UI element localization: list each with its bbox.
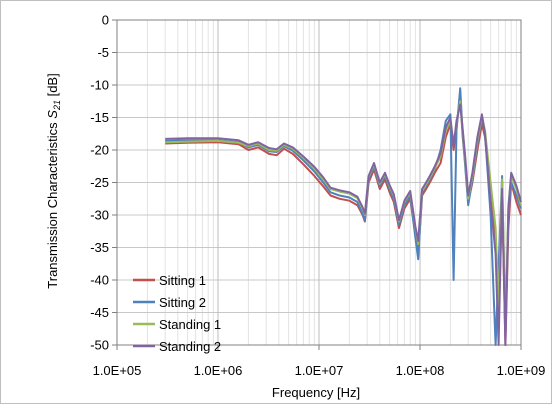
x-tick-label: 1.0E+07	[295, 363, 344, 378]
legend-label-3: Standing 1	[159, 317, 221, 332]
y-tick-label: -5	[97, 45, 109, 60]
x-tick-label: 1.0E+08	[396, 363, 445, 378]
y-axis-ticks: 0 -5 -10 -15 -20 -25 -30 -35 -40 -45 -50	[90, 13, 117, 353]
x-tick-label: 1.0E+06	[194, 363, 243, 378]
y-tick-label: -50	[90, 338, 109, 353]
legend-label-2: Sitting 2	[159, 295, 206, 310]
x-axis-label: Frequency [Hz]	[272, 385, 360, 400]
y-axis-label-symbol: S	[45, 110, 60, 119]
y-tick-label: 0	[102, 13, 109, 28]
series-line-3	[165, 100, 522, 327]
series-lines	[165, 87, 522, 346]
y-tick-label: -15	[90, 110, 109, 125]
series-line-4	[165, 103, 522, 346]
y-tick-label: -45	[90, 305, 109, 320]
y-axis-label: Transmission Characteristics S21 [dB]	[45, 73, 62, 288]
y-tick-label: -35	[90, 240, 109, 255]
y-axis-label-unit: [dB]	[45, 73, 60, 100]
series-line-1	[165, 97, 522, 346]
y-tick-label: -30	[90, 208, 109, 223]
y-tick-label: -25	[90, 175, 109, 190]
y-tick-label: -40	[90, 273, 109, 288]
y-axis-label-subscript: 21	[52, 100, 62, 111]
legend: Sitting 1 Sitting 2 Standing 1 Standing 2	[133, 273, 221, 354]
series-line-2	[165, 87, 522, 346]
x-tick-label: 1.0E+09	[497, 363, 546, 378]
legend-label-4: Standing 2	[159, 339, 221, 354]
x-axis-ticks: 1.0E+05 1.0E+06 1.0E+07 1.0E+08 1.0E+09	[93, 345, 546, 378]
x-tick-label: 1.0E+05	[93, 363, 142, 378]
y-tick-label: -10	[90, 78, 109, 93]
y-tick-label: -20	[90, 143, 109, 158]
y-axis-label-main: Transmission Characteristics	[45, 119, 60, 289]
legend-label-1: Sitting 1	[159, 273, 206, 288]
